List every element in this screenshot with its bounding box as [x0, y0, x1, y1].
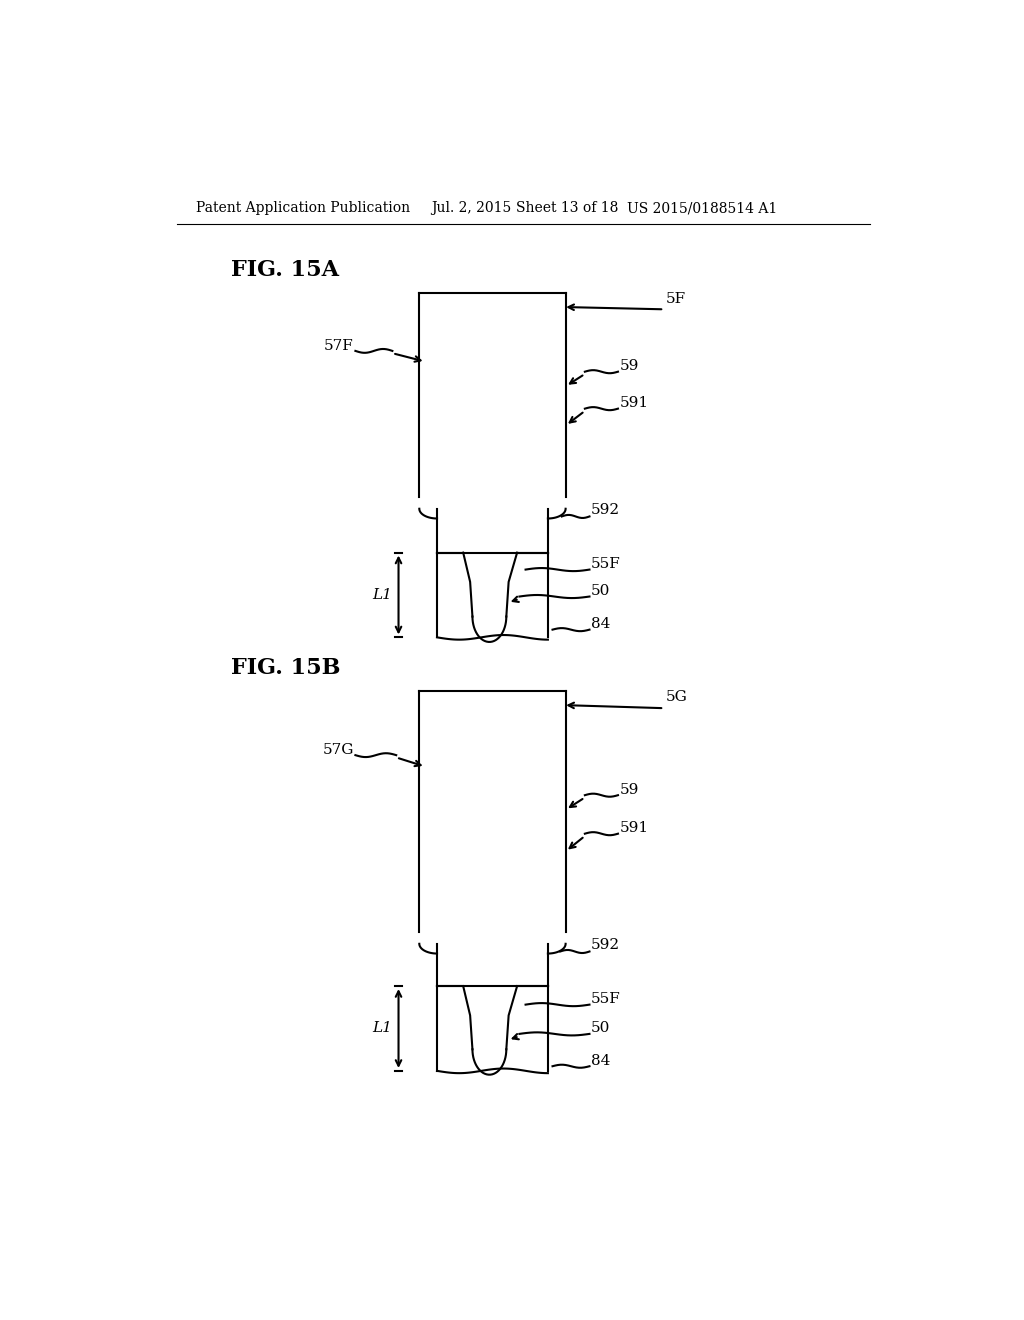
Text: 84: 84 [591, 1053, 610, 1068]
Text: 5F: 5F [666, 292, 686, 305]
Text: FIG. 15B: FIG. 15B [230, 657, 340, 680]
Text: 55F: 55F [591, 557, 621, 572]
Text: 592: 592 [591, 503, 621, 517]
Text: 50: 50 [591, 1022, 610, 1035]
Text: 50: 50 [591, 585, 610, 598]
Text: 59: 59 [620, 359, 639, 374]
Text: FIG. 15A: FIG. 15A [230, 259, 339, 281]
Text: 84: 84 [591, 618, 610, 631]
Text: 57F: 57F [325, 338, 354, 352]
Text: 5G: 5G [666, 690, 687, 705]
Text: Patent Application Publication: Patent Application Publication [196, 202, 411, 215]
Text: Sheet 13 of 18: Sheet 13 of 18 [515, 202, 617, 215]
Text: 591: 591 [620, 396, 648, 411]
Text: L1: L1 [373, 587, 392, 602]
Text: 591: 591 [620, 821, 648, 836]
Text: 59: 59 [620, 783, 639, 797]
Text: 55F: 55F [591, 993, 621, 1006]
Text: Jul. 2, 2015: Jul. 2, 2015 [431, 202, 511, 215]
Text: US 2015/0188514 A1: US 2015/0188514 A1 [628, 202, 777, 215]
Text: 57G: 57G [323, 743, 354, 756]
Text: L1: L1 [373, 1022, 392, 1035]
Text: 592: 592 [591, 939, 621, 952]
